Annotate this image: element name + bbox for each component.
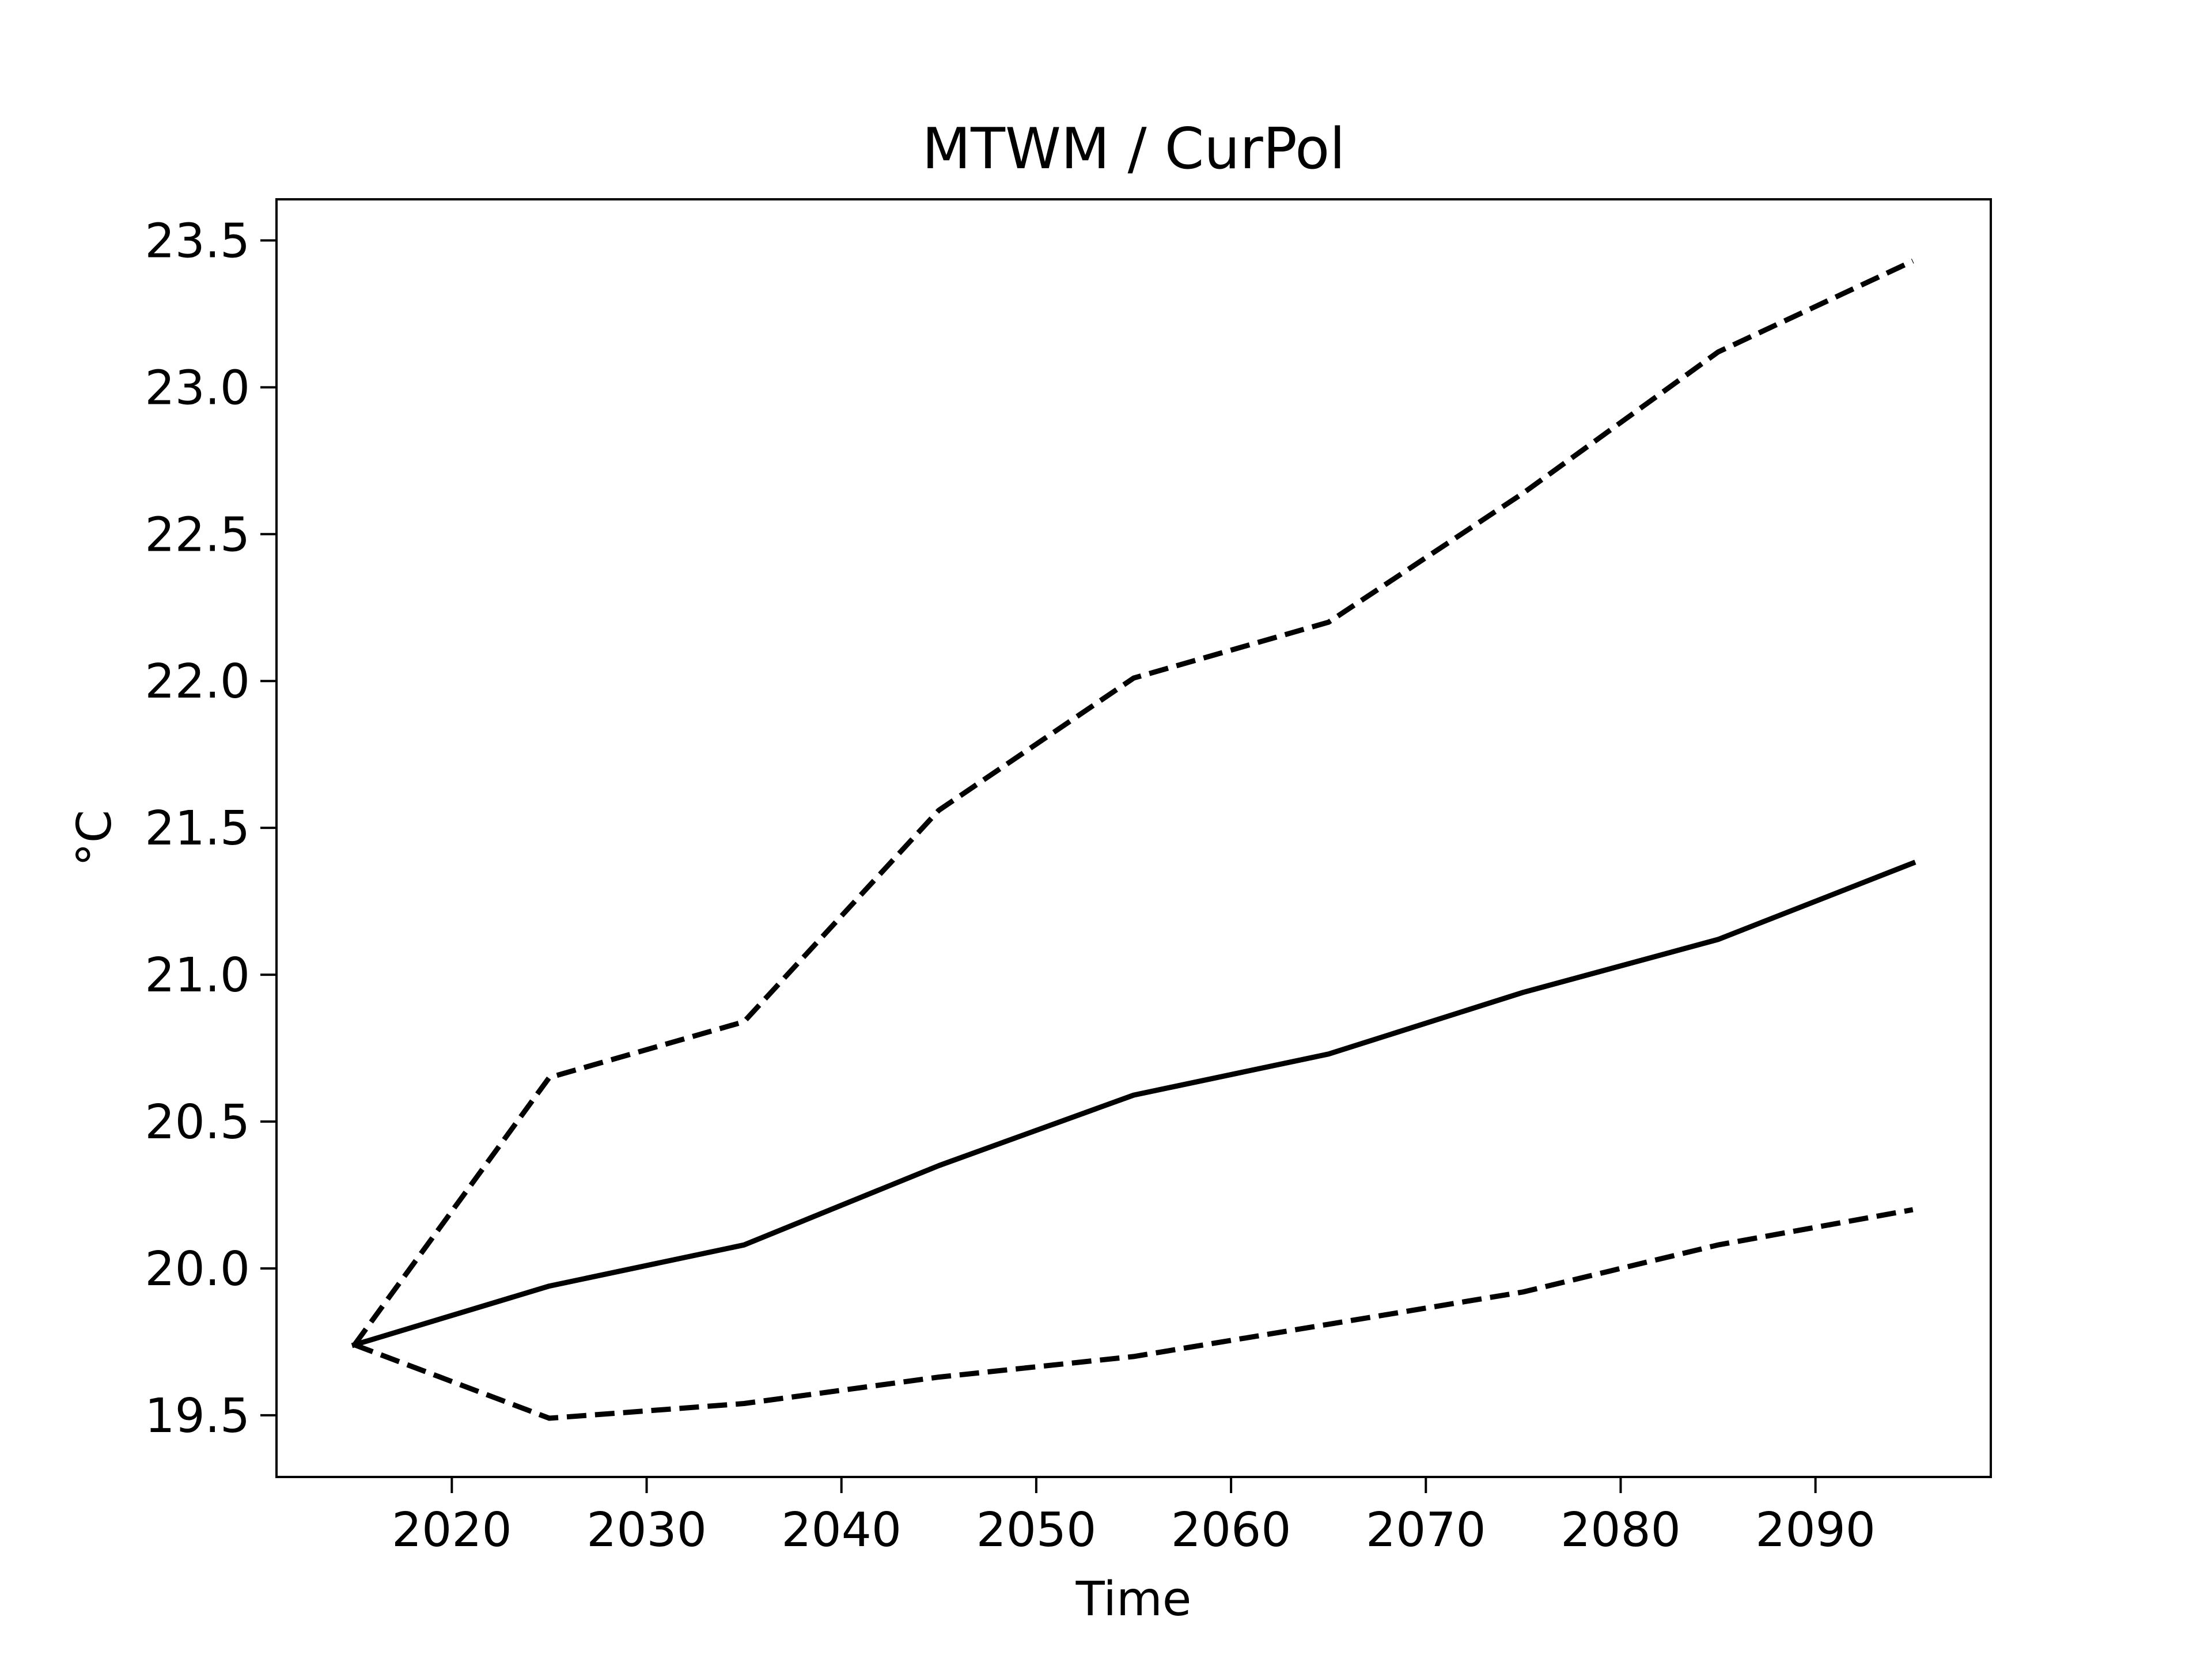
y-tick-label: 21.5	[145, 801, 250, 856]
series-line-median	[351, 859, 1916, 1349]
x-tick-label: 2090	[1755, 1503, 1876, 1558]
x-axis: 2020 2030 2040 2050 2060 2070 2080 2090	[392, 1477, 1876, 1558]
series-layer	[351, 259, 1916, 1421]
x-tick-label: 2070	[1366, 1503, 1486, 1558]
y-tick-label: 23.5	[145, 214, 250, 268]
x-axis-title: Time	[1075, 1572, 1192, 1627]
series-line-lower	[353, 1207, 1914, 1421]
y-tick-label: 23.0	[145, 361, 250, 415]
plot-area-frame	[275, 198, 1992, 1478]
y-tick-label: 20.5	[145, 1095, 250, 1150]
y-tick-label: 22.5	[145, 507, 250, 562]
x-tick-label: 2020	[392, 1503, 512, 1558]
x-tick-label: 2050	[976, 1503, 1097, 1558]
y-tick-label: 20.0	[145, 1242, 250, 1297]
y-tick-label: 22.0	[145, 654, 250, 709]
y-axis: 19.5 20.0 20.5 21.0 21.5 22.0 22.5 23.0 23.5	[145, 214, 276, 1444]
x-tick-label: 2040	[781, 1503, 902, 1558]
x-tick-label: 2030	[586, 1503, 707, 1558]
chart-title: MTWM / CurPol	[922, 116, 1346, 182]
series-line-upper	[352, 259, 1914, 1347]
x-tick-label: 2080	[1560, 1503, 1681, 1558]
y-axis-title: °C	[67, 810, 122, 866]
x-tick-label: 2060	[1171, 1503, 1291, 1558]
y-tick-label: 21.0	[145, 948, 250, 1003]
y-tick-label: 19.5	[145, 1389, 250, 1444]
